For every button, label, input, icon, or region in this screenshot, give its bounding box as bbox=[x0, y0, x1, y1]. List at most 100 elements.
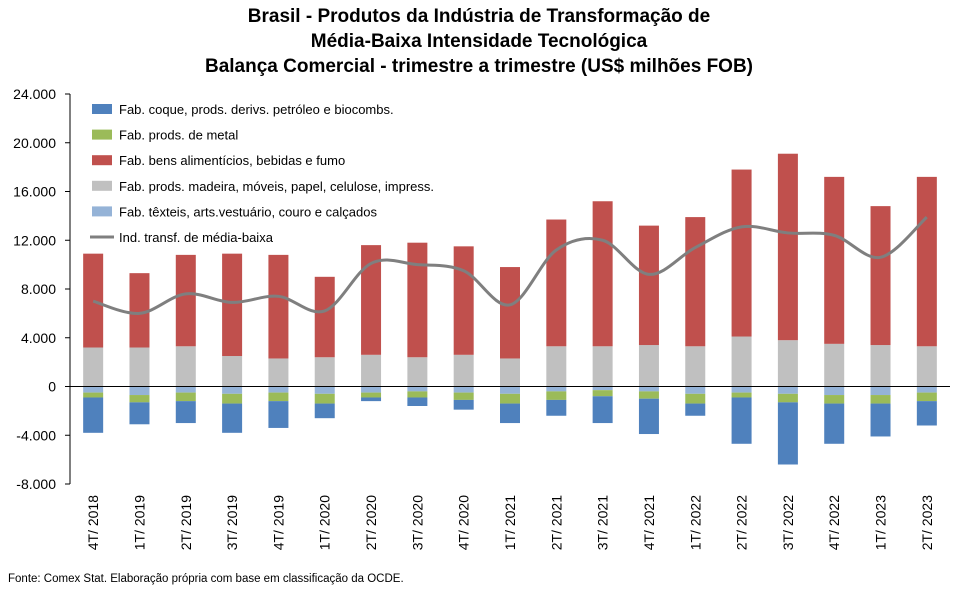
bar-segment bbox=[407, 397, 428, 406]
bar-segment bbox=[129, 386, 150, 396]
legend-color-key bbox=[92, 155, 112, 166]
x-tick-label: 1T/ 2023 bbox=[873, 495, 889, 550]
bar-segment bbox=[638, 225, 659, 346]
bars bbox=[83, 153, 937, 465]
x-tick-label: 1T/ 2020 bbox=[317, 495, 333, 550]
legend-label: Ind. transf. de média-baixa bbox=[119, 230, 274, 245]
bar-segment bbox=[222, 393, 243, 404]
bar-segment bbox=[638, 398, 659, 435]
bar-segment bbox=[592, 201, 613, 347]
bar-segment bbox=[268, 254, 289, 359]
bar-segment bbox=[870, 403, 891, 437]
bar-segment bbox=[314, 276, 335, 358]
bar-segment bbox=[453, 246, 474, 355]
chart-title-line-2: Média-Baixa Intensidade Tecnológica bbox=[310, 31, 648, 52]
bar-segment bbox=[314, 393, 335, 404]
chart-title-line-1: Brasil - Produtos da Indústria de Transf… bbox=[247, 6, 711, 27]
bar-segment bbox=[685, 403, 706, 416]
bar-segment bbox=[685, 217, 706, 347]
bar-segment bbox=[129, 347, 150, 387]
bar-segment bbox=[592, 346, 613, 387]
bar-segment bbox=[546, 391, 567, 400]
bar-segment bbox=[592, 386, 613, 391]
bar-segment bbox=[500, 267, 520, 359]
y-tick-label: 20.000 bbox=[13, 135, 56, 151]
y-tick-label: 24.000 bbox=[13, 86, 56, 102]
x-tick-label: 2T/ 2023 bbox=[919, 495, 935, 550]
legend-color-key bbox=[92, 206, 112, 217]
bar-segment bbox=[777, 402, 798, 465]
bar-segment bbox=[407, 391, 428, 398]
bar-segment bbox=[824, 403, 845, 444]
x-axis: 4T/ 2018 1T/ 2019 2T/ 2019 3T/ 2019 4T/ 2019… bbox=[70, 386, 950, 550]
y-tick-label: 16.000 bbox=[13, 184, 56, 200]
x-tick-label: 1T/ 2019 bbox=[131, 495, 147, 550]
legend-label: Fab. coque, prods. derivs. petróleo e bi… bbox=[119, 102, 394, 117]
bar-segment bbox=[824, 386, 845, 396]
bar-segment bbox=[314, 357, 335, 387]
bar-segment bbox=[546, 219, 567, 347]
bar-segment bbox=[222, 356, 243, 387]
bar-segment bbox=[175, 401, 196, 424]
bar-segment bbox=[777, 393, 798, 403]
bar-segment bbox=[361, 386, 382, 393]
bar-segment bbox=[685, 346, 706, 387]
x-tick-label: 2T/ 2022 bbox=[734, 495, 750, 550]
x-tick-label: 4T/ 2019 bbox=[270, 495, 286, 550]
chart-title-line-3: Balança Comercial - trimestre a trimestr… bbox=[204, 56, 754, 77]
bar-segment bbox=[361, 392, 382, 398]
y-tick-label: 4.000 bbox=[21, 330, 56, 346]
bar-segment bbox=[268, 386, 289, 393]
y-tick-label: 0 bbox=[48, 379, 56, 395]
bar-segment bbox=[268, 358, 289, 387]
legend-color-key bbox=[92, 180, 112, 191]
bar-segment bbox=[407, 386, 428, 392]
bar-segment bbox=[83, 392, 104, 398]
bar-segment bbox=[777, 386, 798, 394]
bar-segment bbox=[638, 386, 659, 392]
legend-color-key bbox=[92, 129, 112, 140]
chart-title: Brasil - Produtos da Indústria de Transf… bbox=[0, 4, 958, 79]
x-tick-label: 1T/ 2022 bbox=[687, 495, 703, 550]
bar-segment bbox=[777, 153, 798, 341]
bar-segment bbox=[916, 392, 937, 402]
y-tick-label: 8.000 bbox=[21, 281, 56, 297]
bar-segment bbox=[268, 401, 289, 428]
y-tick-label: 12.000 bbox=[13, 232, 56, 248]
x-tick-label: 3T/ 2020 bbox=[409, 495, 425, 550]
x-tick-label: 3T/ 2019 bbox=[224, 495, 240, 550]
y-tick-label: -4.000 bbox=[16, 427, 56, 443]
bar-segment bbox=[175, 254, 196, 347]
bar-segment bbox=[453, 354, 474, 387]
bar-segment bbox=[407, 242, 428, 358]
legend-label: Fab. prods. de metal bbox=[119, 128, 238, 143]
bar-segment bbox=[546, 386, 567, 392]
bar-segment bbox=[824, 343, 845, 387]
bar-segment bbox=[453, 386, 474, 393]
bar-segment bbox=[870, 345, 891, 387]
x-tick-label: 4T/ 2021 bbox=[641, 495, 657, 550]
bar-segment bbox=[175, 346, 196, 387]
bar-segment bbox=[314, 403, 335, 419]
legend-label: Fab. bens alimentícios, bebidas e fumo bbox=[119, 153, 345, 168]
legend-label: Fab. têxteis, arts.vestuário, couro e ca… bbox=[119, 204, 377, 219]
bar-segment bbox=[500, 403, 520, 424]
bar-segment bbox=[731, 386, 752, 393]
x-tick-label: 4T/ 2020 bbox=[456, 495, 472, 550]
bar-segment bbox=[916, 346, 937, 387]
line-series-path bbox=[92, 215, 928, 315]
bar-segment bbox=[546, 399, 567, 416]
bar-segment bbox=[685, 393, 706, 404]
legend-color-key bbox=[92, 104, 112, 114]
bar-segment bbox=[129, 402, 150, 425]
bar-segment bbox=[916, 386, 937, 393]
bar-segment bbox=[453, 399, 474, 410]
x-tick-label: 1T/ 2021 bbox=[502, 495, 518, 550]
bar-segment bbox=[175, 386, 196, 393]
x-tick-label: 3T/ 2021 bbox=[595, 495, 611, 550]
bar-segment bbox=[870, 206, 891, 346]
bar-segment bbox=[314, 386, 335, 394]
bar-segment bbox=[222, 403, 243, 433]
bar-segment bbox=[916, 176, 937, 347]
